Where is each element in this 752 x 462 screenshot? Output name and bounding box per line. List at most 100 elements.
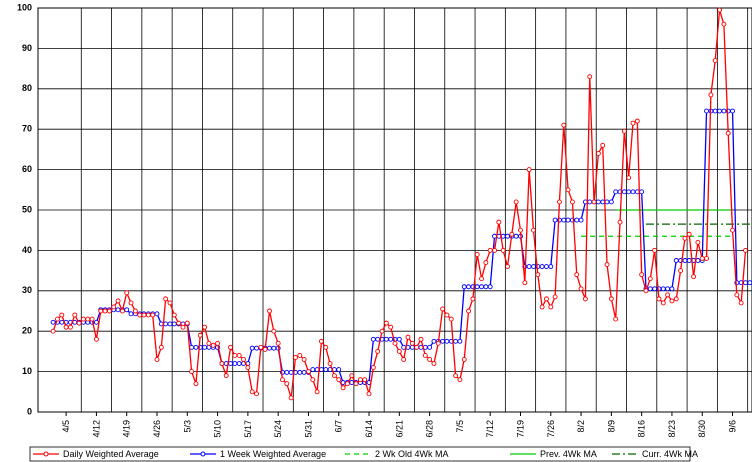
legend-label: Prev. 4Wk MA bbox=[540, 449, 597, 459]
point bbox=[717, 7, 722, 13]
point bbox=[505, 233, 510, 239]
point bbox=[479, 284, 484, 290]
point bbox=[323, 344, 329, 350]
point bbox=[167, 300, 173, 306]
point bbox=[154, 311, 160, 317]
point bbox=[124, 307, 130, 313]
point bbox=[427, 344, 433, 350]
point bbox=[197, 332, 203, 338]
point bbox=[128, 311, 134, 317]
point bbox=[219, 361, 225, 366]
point bbox=[604, 199, 610, 205]
point bbox=[717, 108, 722, 114]
point bbox=[357, 377, 363, 383]
point bbox=[336, 367, 342, 373]
point bbox=[686, 258, 692, 263]
x-tick-label: 4/5 bbox=[61, 420, 71, 433]
x-tick-label: 8/9 bbox=[606, 420, 616, 433]
point bbox=[678, 268, 684, 274]
point bbox=[535, 272, 541, 278]
point bbox=[228, 344, 234, 350]
point bbox=[686, 231, 692, 237]
x-tick-label: 7/19 bbox=[515, 420, 525, 438]
point bbox=[119, 308, 125, 314]
point bbox=[552, 217, 558, 223]
point bbox=[487, 284, 493, 290]
point bbox=[630, 120, 636, 126]
point bbox=[747, 280, 752, 286]
point bbox=[288, 369, 294, 375]
point bbox=[258, 344, 264, 350]
point bbox=[487, 247, 493, 253]
point bbox=[548, 264, 554, 270]
point bbox=[401, 357, 407, 362]
point bbox=[647, 276, 653, 282]
x-tick-label: 5/10 bbox=[213, 420, 223, 438]
point bbox=[193, 381, 199, 387]
x-tick-label: 7/26 bbox=[546, 420, 556, 438]
point bbox=[548, 304, 554, 310]
point bbox=[630, 189, 636, 195]
point bbox=[444, 338, 450, 344]
point bbox=[613, 316, 619, 322]
point bbox=[682, 235, 688, 241]
point bbox=[50, 319, 56, 325]
point bbox=[626, 175, 632, 181]
point bbox=[72, 312, 78, 318]
point bbox=[691, 274, 697, 280]
point bbox=[163, 296, 169, 302]
point bbox=[184, 320, 190, 326]
point bbox=[232, 361, 238, 366]
point bbox=[349, 380, 355, 385]
point bbox=[505, 264, 510, 270]
point bbox=[660, 286, 666, 292]
point bbox=[431, 361, 437, 366]
point bbox=[595, 199, 601, 205]
point bbox=[483, 260, 489, 265]
legend-box bbox=[29, 446, 691, 462]
point bbox=[154, 357, 160, 362]
point bbox=[366, 391, 372, 397]
point bbox=[440, 306, 446, 312]
point bbox=[544, 296, 549, 302]
point bbox=[271, 345, 277, 351]
point bbox=[232, 352, 238, 358]
point bbox=[561, 217, 567, 223]
point bbox=[743, 280, 748, 286]
point bbox=[617, 219, 623, 225]
x-tick-label: 5/31 bbox=[303, 420, 313, 438]
y-tick-label: 10 bbox=[22, 366, 32, 376]
point bbox=[513, 199, 519, 205]
point bbox=[124, 290, 130, 296]
point bbox=[145, 312, 151, 318]
y-tick-label: 90 bbox=[22, 43, 32, 53]
legend-label: Curr. 4Wk MA bbox=[642, 449, 698, 459]
point bbox=[578, 286, 584, 292]
point bbox=[401, 344, 407, 350]
x-tick-label: 8/30 bbox=[697, 420, 707, 438]
plot-border bbox=[37, 7, 752, 413]
point bbox=[102, 308, 108, 314]
point bbox=[669, 286, 675, 292]
point bbox=[370, 365, 376, 371]
point bbox=[466, 308, 472, 314]
point bbox=[284, 369, 290, 375]
point bbox=[743, 247, 748, 253]
point bbox=[652, 286, 658, 292]
point bbox=[340, 385, 346, 391]
x-tick-label: 8/16 bbox=[637, 420, 647, 438]
point bbox=[595, 150, 601, 156]
point bbox=[89, 316, 95, 322]
point bbox=[111, 304, 117, 310]
point bbox=[206, 344, 212, 350]
point bbox=[725, 130, 731, 136]
point bbox=[55, 316, 60, 322]
point bbox=[518, 227, 523, 233]
point bbox=[383, 320, 389, 326]
point bbox=[695, 258, 701, 263]
point bbox=[180, 324, 186, 330]
point bbox=[483, 284, 489, 290]
x-tick-label: 4/26 bbox=[152, 420, 162, 438]
x-tick-label: 8/2 bbox=[576, 420, 586, 433]
